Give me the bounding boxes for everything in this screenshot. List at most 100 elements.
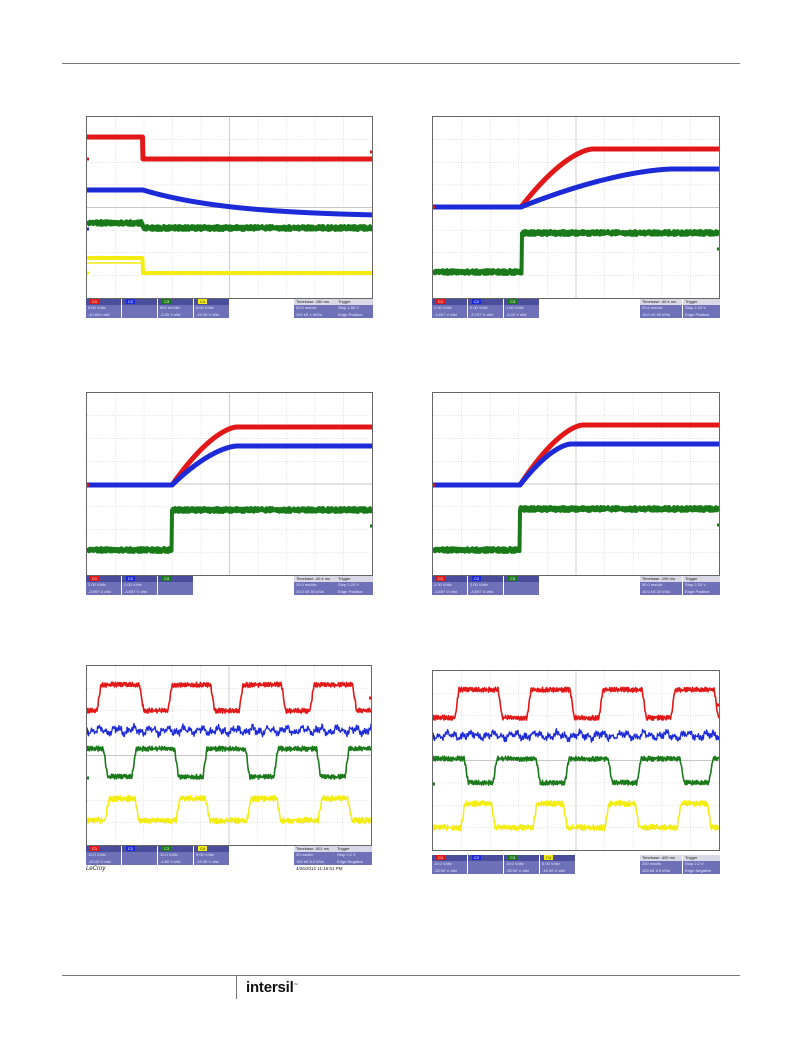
timebase-box: Timebase -40.4 ms 20.0 ms/div 10.0 kS 50 k… — [640, 299, 682, 318]
channel-readout — [122, 305, 157, 312]
trigger-level-marker — [717, 247, 719, 251]
ch4-marker — [433, 827, 435, 831]
channel-readout: 10.0 V/div — [504, 861, 539, 868]
channel-readout: 500 mV/div — [158, 305, 193, 312]
waveform-plot — [87, 117, 372, 298]
trigger-box: Trigger Stop 2.20 V Edge Positive — [683, 576, 720, 595]
channel-label: C2 — [472, 299, 482, 304]
timebase-box: Timebase -40.4 ms 20.0 ms/div 10.0 kS 50 k… — [294, 576, 336, 595]
trigger-level-marker — [717, 703, 719, 707]
ch1-marker — [87, 483, 89, 487]
channel-box-c2: C2 — [468, 855, 503, 874]
timebase-box: Timebase -400 ms 200 ms/div 100 kS 5.0 kS/… — [640, 855, 682, 874]
trigger-readout: Edge Negative — [335, 858, 372, 865]
timebase-box: Timebase -501 ms 20 ms/div 100 kS 5.0 kS/s — [294, 846, 336, 865]
timebase-readout: 20 ms/div — [294, 852, 336, 859]
footer-rule — [62, 975, 740, 976]
channel-readout — [158, 582, 193, 589]
trigger-level-marker — [369, 696, 371, 700]
trigger-box: Trigger Stop 1.50 V Edge Positive — [336, 299, 373, 318]
channel-readout: 2.00 V/div — [122, 582, 157, 589]
ch1-marker — [87, 710, 89, 714]
timebase-label: Timebase -40.4 ms — [294, 576, 336, 582]
channel-readout: -15.00 V ofst — [540, 867, 575, 874]
timebase-readout: 200 kS 1 MS/s — [294, 311, 336, 318]
trigger-level-marker — [370, 150, 372, 154]
channel-readout: 10.0 V/div — [158, 852, 193, 859]
channel-box-c3: C3 — [504, 576, 539, 595]
channel-box-c4: C4 5.00 V/div -15.00 V ofst — [194, 299, 229, 318]
trigger-label: Trigger — [683, 576, 720, 582]
channel-readout: 2.00 V/div — [468, 582, 503, 589]
trigger-box: Trigger Stop 2.2 V Edge Negative — [335, 846, 372, 865]
ch3-trace — [87, 506, 372, 554]
channel-box-c2: C2 2.00 V/div -3.797 V ofst — [468, 299, 503, 318]
ch4-trace-lower — [87, 262, 372, 274]
ch3-marker — [87, 549, 89, 553]
channel-label: C1 — [436, 576, 446, 581]
graticule — [87, 666, 371, 845]
trigger-level-marker — [717, 523, 719, 527]
scope-status-bar: C1 10.0 V/div -20.00 V ofst C2 C3 10.0 V/div -… — [86, 846, 372, 865]
timebase-label: Timebase -180 ms — [294, 299, 336, 305]
trigger-readout: Edge Positive — [683, 311, 720, 318]
channel-label: C3 — [162, 846, 172, 851]
ch2-trace — [433, 728, 719, 743]
ch3-marker — [433, 271, 435, 275]
channel-label: C3 — [508, 576, 518, 581]
scope-screen — [86, 665, 372, 846]
trigger-label: Trigger — [336, 299, 373, 305]
channel-label: C2 — [472, 855, 482, 860]
channel-box-c1: C1 10.0 V/div -20.00 V ofst — [86, 846, 121, 865]
trigger-label: Trigger — [683, 855, 720, 861]
channel-readout: -3.697 V ofst — [468, 588, 503, 595]
scope-screen — [432, 670, 720, 851]
channel-readout: 5.00 V/div — [194, 305, 229, 312]
ch1-trace — [87, 681, 371, 715]
channel-label: C2 — [472, 576, 482, 581]
trigger-readout: Stop 2.2 V — [335, 852, 372, 859]
timebase-readout: 100 kS 5.0 kS/s — [640, 867, 682, 874]
ch4-marker — [87, 271, 89, 275]
channel-readout — [468, 861, 503, 868]
trigger-readout: Stop 2.20 V — [683, 305, 720, 312]
channel-readout — [122, 311, 157, 318]
scope-status-bar: C1 5.00 V/div -10.60V ofst C2 C3 500 mV/div -2… — [86, 299, 373, 318]
channel-box-c3: C3 500 mV/div -2.00 V ofst — [158, 299, 193, 318]
trigger-box: Trigger Stop 2.2 V Edge Negative — [683, 855, 720, 874]
channel-readout: 2.00 V/div — [86, 582, 121, 589]
trigger-readout: Edge Positive — [683, 588, 720, 595]
channel-box-c3: C3 10.0 V/div -30.00 V ofst — [504, 855, 539, 874]
timebase-readout: 200 ms/div — [640, 861, 682, 868]
intersil-logo: intersil™ — [246, 979, 298, 996]
channel-box-c2: C2 — [122, 846, 157, 865]
channel-readout: 2.00 V/div — [468, 305, 503, 312]
header-rule — [62, 63, 740, 64]
ch2-trace — [87, 722, 371, 739]
ch3-trace — [87, 219, 372, 232]
scope-brand: LeCroy — [86, 866, 106, 872]
ch4-trace — [433, 799, 719, 832]
ch3-marker — [87, 776, 89, 780]
channel-label: C1 — [90, 299, 100, 304]
channel-box-c3: C3 1.00 V/div -3.00 V ofst — [504, 299, 539, 318]
waveform-plot — [433, 393, 719, 575]
scope-status-bar: C1 10.0 V/div -20.00 V ofst C2 C3 10.0 V/div -… — [432, 855, 720, 874]
timebase-box: Timebase -190 ms 50.0 ms/div 10.0 kS 20 kS… — [640, 576, 682, 595]
channel-label: C2 — [126, 299, 136, 304]
scope-timestamp: 4/26/2012 11:16:51 PM — [296, 866, 343, 871]
ch2-marker — [87, 730, 89, 734]
ch3-trace — [433, 229, 719, 276]
trigger-label: Trigger — [336, 576, 373, 582]
channel-label: C3 — [162, 299, 172, 304]
channel-label: C4 — [198, 846, 208, 851]
ch1-marker — [87, 157, 89, 161]
timebase-readout: 10.0 kS 50 kS/s — [294, 588, 336, 595]
trigger-readout: Stop 2.2 V — [683, 861, 720, 868]
timebase-readout: 10.0 kS 20 kS/s — [640, 588, 682, 595]
channel-box-c3: C3 10.0 V/div -4.80 V ofst — [158, 846, 193, 865]
channel-readout: -15.00 V ofst — [194, 311, 229, 318]
channel-box-c1: C1 2.00 V/div -3.697 V ofst — [86, 576, 121, 595]
ch4-trace — [87, 794, 371, 825]
channel-box-c1: C1 2.00 V/div -3.697 V ofst — [432, 576, 467, 595]
